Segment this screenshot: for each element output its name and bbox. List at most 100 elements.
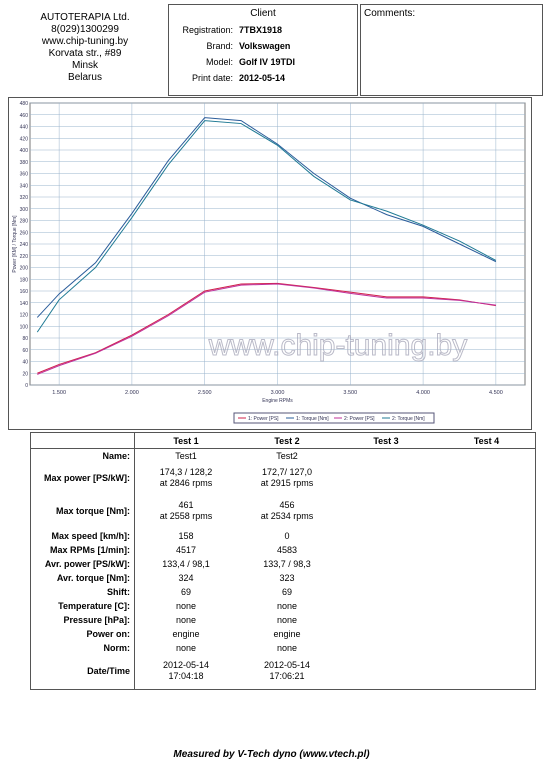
cell-value: 456 at 2534 rpms <box>260 500 314 521</box>
client-value: 2012-05-14 <box>239 73 286 83</box>
cell-value: 2012-05-14 17:06:21 <box>263 660 311 681</box>
x-tick-label: 2.500 <box>198 390 212 396</box>
cell-value: 2012-05-14 17:04:18 <box>162 660 210 681</box>
row-label: Shift: <box>107 586 130 597</box>
chart: 0 20 40 60 80 100 120 140 160 180 200 220 240 260 280 3… <box>8 97 532 430</box>
cell-value: none <box>175 600 197 611</box>
cell-value: 69 <box>281 586 292 597</box>
x-tick-label: 3.500 <box>343 390 357 396</box>
y-tick-label: 420 <box>20 136 29 142</box>
cell-value: 324 <box>178 572 194 583</box>
cell-value: 461 at 2558 rpms <box>159 500 213 521</box>
y-tick-label: 380 <box>20 160 29 166</box>
cell-value: 69 <box>180 586 191 597</box>
cell-value: 323 <box>279 572 295 583</box>
client-label: Print date: <box>191 73 233 83</box>
y-tick-label: 120 <box>20 313 29 319</box>
column-header: Test 4 <box>473 435 500 446</box>
row-label: Power on: <box>86 628 130 639</box>
company-line: AUTOTERAPIA Ltd. <box>40 12 130 23</box>
cell-value: 172,7/ 127,0 at 2915 rpms <box>260 467 314 488</box>
x-axis-label: Engine RPMs <box>262 398 293 404</box>
legend-label: 2: Power [PS] <box>344 416 375 422</box>
y-tick-label: 240 <box>20 242 29 248</box>
legend-label: 2: Torque [Nm] <box>392 416 425 422</box>
y-tick-label: 300 <box>20 207 29 213</box>
row-label: Name: <box>102 450 130 461</box>
cell-value: 133,4 / 98,1 <box>162 558 210 569</box>
company-line: 8(029)1300299 <box>51 24 119 35</box>
y-tick-label: 440 <box>20 125 29 131</box>
row-label: Max power [PS/kW]: <box>43 472 130 483</box>
client-value: 7TBX1918 <box>239 25 283 35</box>
y-tick-label: 340 <box>20 183 29 189</box>
client-row: Print date: 2012-05-14 <box>169 73 357 83</box>
y-tick-label: 360 <box>20 172 29 178</box>
series-line <box>36 117 497 318</box>
x-tick-label: 1.500 <box>52 390 66 396</box>
x-tick-label: 3.000 <box>271 390 285 396</box>
y-tick-label: 320 <box>20 195 29 201</box>
row-label: Avr. power [PS/kW]: <box>44 558 130 569</box>
company-line: Korvata str., #89 <box>48 48 122 59</box>
y-tick-label: 160 <box>20 289 29 295</box>
company-line: www.chip-tuning.by <box>41 36 129 47</box>
y-tick-label: 60 <box>22 348 28 354</box>
y-tick-label: 20 <box>22 371 28 377</box>
y-tick-label: 260 <box>20 230 29 236</box>
row-label: Temperature [C]: <box>58 600 130 611</box>
comments-box: Comments: <box>360 4 543 96</box>
y-tick-label: 0 <box>25 383 28 389</box>
legend-label: 1: Torque [Nm] <box>296 416 329 422</box>
client-box: Client Registration: 7TBX1918 Brand: Volksw… <box>168 4 358 96</box>
y-axis-label: Power [KM] / Torque [Nm] <box>12 215 18 273</box>
column-header: Test 2 <box>274 435 300 446</box>
y-tick-label: 100 <box>20 324 29 330</box>
watermark: www.chip-tuning.by <box>208 329 467 362</box>
y-tick-label: 460 <box>20 113 29 119</box>
cell-value: engine <box>172 628 200 639</box>
legend-label: 1: Power [PS] <box>248 416 279 422</box>
cell-value: none <box>175 642 197 653</box>
cell-value: 4583 <box>276 544 298 555</box>
company-line: Minsk <box>71 60 99 71</box>
company-block: AUTOTERAPIA Ltd. 8(029)1300299 www.chip-tu… <box>10 12 160 84</box>
footer: Measured by V-Tech dyno (www.vtech.pl) <box>173 749 370 760</box>
company-line: Belarus <box>68 72 102 83</box>
y-tick-label: 40 <box>22 360 28 366</box>
series-line <box>36 120 497 333</box>
cell-value: Test1 <box>175 450 197 461</box>
series-line <box>37 282 496 374</box>
y-tick-label: 400 <box>20 148 29 154</box>
x-tick-label: 2.000 <box>125 390 139 396</box>
row-label: Max torque [Nm]: <box>56 505 130 516</box>
column-divider <box>134 433 135 689</box>
y-tick-label: 220 <box>20 254 29 260</box>
cell-value: Test2 <box>276 450 298 461</box>
row-label: Avr. torque [Nm]: <box>56 572 130 583</box>
y-tick-label: 280 <box>20 219 29 225</box>
cell-value: 0 <box>284 530 290 541</box>
client-row: Brand: Volkswagen <box>169 41 357 51</box>
cell-value: 174,3 / 128,2 at 2846 rpms <box>159 467 213 488</box>
cell-value: none <box>276 642 298 653</box>
row-label: Pressure [hPa]: <box>63 614 130 625</box>
row-label: Max RPMs [1/min]: <box>49 544 130 555</box>
cell-value: engine <box>273 628 301 639</box>
column-header: Test 1 <box>173 435 199 446</box>
y-tick-label: 480 <box>20 101 29 107</box>
row-label: Norm: <box>103 642 131 653</box>
y-tick-label: 80 <box>22 336 28 342</box>
client-value: Volkswagen <box>239 41 291 51</box>
client-label: Brand: <box>206 41 233 51</box>
y-tick-label: 140 <box>20 301 29 307</box>
cell-value: 4517 <box>175 544 197 555</box>
cell-value: 158 <box>178 530 194 541</box>
y-tick-label: 200 <box>20 266 29 272</box>
client-label: Model: <box>205 57 233 67</box>
results-table: Test 1 Test 2 Test 3 Test 4 Name: Test1 Test2 M… <box>30 432 536 690</box>
cell-value: none <box>276 614 298 625</box>
series-line <box>37 283 496 375</box>
cell-value: 133,7 / 98,3 <box>263 558 311 569</box>
